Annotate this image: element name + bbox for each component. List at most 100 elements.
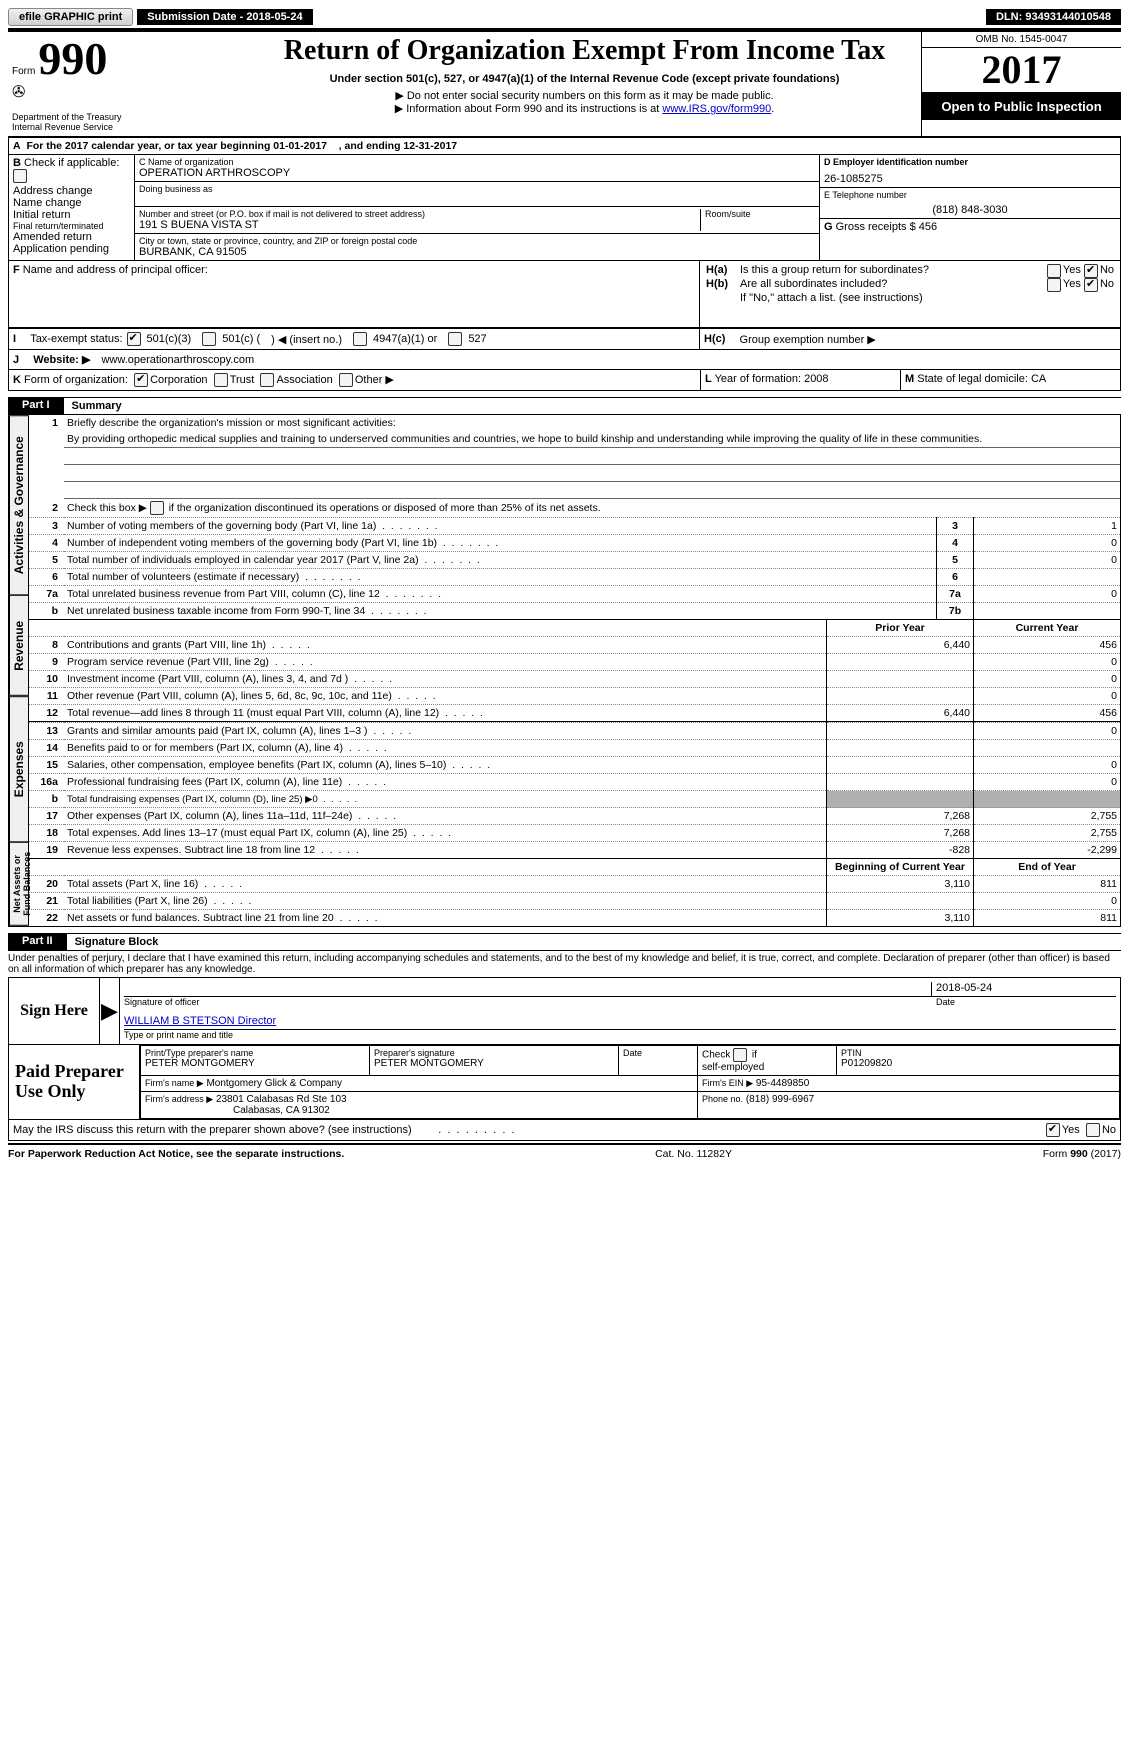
- col-boy: Beginning of Current Year: [835, 861, 965, 873]
- summary-row: 18Total expenses. Add lines 13–17 (must …: [29, 825, 1120, 842]
- i-501c3[interactable]: [127, 332, 141, 346]
- b-pending: Application pending: [13, 243, 130, 255]
- phone-value: (818) 848-3030: [824, 204, 1116, 216]
- tab-revenue: Revenue: [9, 595, 29, 696]
- dln-pill: DLN: 93493144010548: [986, 9, 1121, 25]
- form-prefix: Form: [12, 66, 35, 77]
- summary-row: 5Total number of individuals employed in…: [29, 552, 1120, 569]
- i-501c[interactable]: [202, 332, 216, 346]
- k-assoc[interactable]: [260, 373, 274, 387]
- i-label: Tax-exempt status:: [30, 333, 122, 345]
- i-4947[interactable]: [353, 332, 367, 346]
- website-value: www.operationarthroscopy.com: [101, 354, 254, 366]
- sig-date-label: Date: [936, 997, 1116, 1007]
- b-amended: Amended return: [13, 231, 130, 243]
- gross-receipts: Gross receipts $ 456: [836, 221, 938, 233]
- org-city: BURBANK, CA 91505: [139, 246, 815, 258]
- page-footer: For Paperwork Reduction Act Notice, see …: [8, 1143, 1121, 1160]
- line-a: A For the 2017 calendar year, or tax yea…: [8, 136, 1121, 155]
- sign-here-label: Sign Here: [9, 978, 99, 1044]
- part-i-bar: Part I Summary: [8, 397, 1121, 415]
- k-other[interactable]: [339, 373, 353, 387]
- k-trust[interactable]: [214, 373, 228, 387]
- tax-year: 2017: [922, 48, 1121, 93]
- part-ii-bar: Part II Signature Block: [8, 933, 1121, 951]
- discuss-row: May the IRS discuss this return with the…: [8, 1120, 1121, 1141]
- top-toolbar: efile GRAPHIC print Submission Date - 20…: [8, 8, 1121, 26]
- b-final-return: Final return/terminated: [13, 221, 130, 231]
- org-name: OPERATION ARTHROSCOPY: [139, 167, 815, 179]
- summary-row: 4Number of independent voting members of…: [29, 535, 1120, 552]
- footer-mid: Cat. No. 11282Y: [655, 1148, 732, 1160]
- i-527[interactable]: [448, 332, 462, 346]
- summary-row: 12Total revenue—add lines 8 through 11 (…: [29, 705, 1120, 722]
- j-label: Website: ▶: [33, 353, 90, 366]
- section-bcd: B Check if applicable: Address change Na…: [9, 155, 1120, 261]
- line1-label: Briefly describe the organization's miss…: [64, 415, 1120, 431]
- summary-row: 22Net assets or fund balances. Subtract …: [29, 910, 1120, 927]
- summary-row: 17Other expenses (Part IX, column (A), l…: [29, 808, 1120, 825]
- b-title: Check if applicable:: [24, 157, 119, 169]
- sig-officer-label: Signature of officer: [124, 997, 936, 1007]
- ptin-label: PTIN: [841, 1048, 1115, 1058]
- c-room-label: Room/suite: [705, 209, 815, 219]
- sign-arrow-icon: ▶: [99, 978, 119, 1044]
- ha-text: Is this a group return for subordinates?: [740, 264, 1047, 276]
- hb-text: Are all subordinates included?: [740, 278, 1047, 290]
- efile-print-button[interactable]: efile GRAPHIC print: [8, 8, 133, 26]
- hb-no[interactable]: [1084, 278, 1098, 292]
- state-domicile: State of legal domicile: CA: [917, 373, 1046, 385]
- firm-addr2: Calabasas, CA 91302: [233, 1105, 330, 1116]
- form-header: Form 990 ✇ Department of the Treasury In…: [8, 31, 1121, 136]
- type-name-label: Type or print name and title: [124, 1030, 1116, 1040]
- open-public-box: Open to Public Inspection: [922, 93, 1121, 120]
- tab-expenses: Expenses: [9, 696, 29, 842]
- line2-checkbox[interactable]: [150, 501, 164, 515]
- ha-no[interactable]: [1084, 264, 1098, 278]
- col-prior-year: Prior Year: [875, 622, 924, 634]
- irs-label: Internal Revenue Service: [12, 122, 244, 132]
- hc-text: Group exemption number ▶: [740, 333, 876, 346]
- discuss-no[interactable]: [1086, 1123, 1100, 1137]
- jurat-text: Under penalties of perjury, I declare th…: [8, 951, 1121, 977]
- paid-preparer-block: Paid Preparer Use Only Print/Type prepar…: [8, 1045, 1121, 1120]
- omb-number: OMB No. 1545-0047: [922, 32, 1121, 48]
- line1-text: By providing orthopedic medical supplies…: [64, 431, 1120, 448]
- summary-row: bNet unrelated business taxable income f…: [29, 603, 1120, 620]
- hb-yes[interactable]: [1047, 278, 1061, 292]
- footer-right: Form 990 (2017): [1043, 1148, 1121, 1160]
- prep-name: PETER MONTGOMERY: [145, 1058, 365, 1069]
- paid-preparer-label: Paid Preparer Use Only: [9, 1045, 139, 1119]
- sig-date-value: 2018-05-24: [931, 982, 1116, 997]
- hb-note: If "No," attach a list. (see instruction…: [706, 292, 1114, 304]
- c-city-label: City or town, state or province, country…: [139, 236, 815, 246]
- k-corp[interactable]: [134, 373, 148, 387]
- discuss-yes[interactable]: [1046, 1123, 1060, 1137]
- summary-row: 3Number of voting members of the governi…: [29, 518, 1120, 535]
- summary-row: 11Other revenue (Part VIII, column (A), …: [29, 688, 1120, 705]
- b-check-applicable[interactable]: [13, 169, 27, 183]
- c-name-label: C Name of organization: [139, 157, 815, 167]
- ha-yes[interactable]: [1047, 264, 1061, 278]
- firm-addr1: 23801 Calabasas Rd Ste 103: [216, 1094, 347, 1105]
- sign-here-block: Sign Here ▶ 2018-05-24 Signature of offi…: [8, 977, 1121, 1045]
- k-label: Form of organization:: [24, 374, 128, 386]
- firm-phone: (818) 999-6967: [746, 1094, 814, 1105]
- submission-date-pill: Submission Date - 2018-05-24: [137, 9, 312, 25]
- summary-row: 8Contributions and grants (Part VIII, li…: [29, 637, 1120, 654]
- summary-row: 6Total number of volunteers (estimate if…: [29, 569, 1120, 586]
- form-title: Return of Organization Exempt From Incom…: [260, 36, 909, 67]
- form-subtitle-3: ▶ Information about Form 990 and its ins…: [260, 102, 909, 115]
- b-name-change: Name change: [13, 197, 130, 209]
- director-name[interactable]: WILLIAM B STETSON Director: [124, 1015, 276, 1027]
- line2-text: Check this box ▶ if the organization dis…: [64, 499, 1120, 518]
- prep-sig-label: Preparer's signature: [374, 1048, 614, 1058]
- e-label: E Telephone number: [824, 190, 1116, 200]
- form-subtitle-1: Under section 501(c), 527, or 4947(a)(1)…: [260, 73, 909, 85]
- form-subtitle-2: ▶ Do not enter social security numbers o…: [260, 89, 909, 102]
- summary-row: 19Revenue less expenses. Subtract line 1…: [29, 842, 1120, 859]
- c-street-label: Number and street (or P.O. box if mail i…: [139, 209, 700, 219]
- self-employed-check[interactable]: [733, 1048, 747, 1062]
- irs-link[interactable]: www.IRS.gov/form990: [662, 103, 771, 115]
- firm-ein: 95-4489850: [756, 1078, 809, 1089]
